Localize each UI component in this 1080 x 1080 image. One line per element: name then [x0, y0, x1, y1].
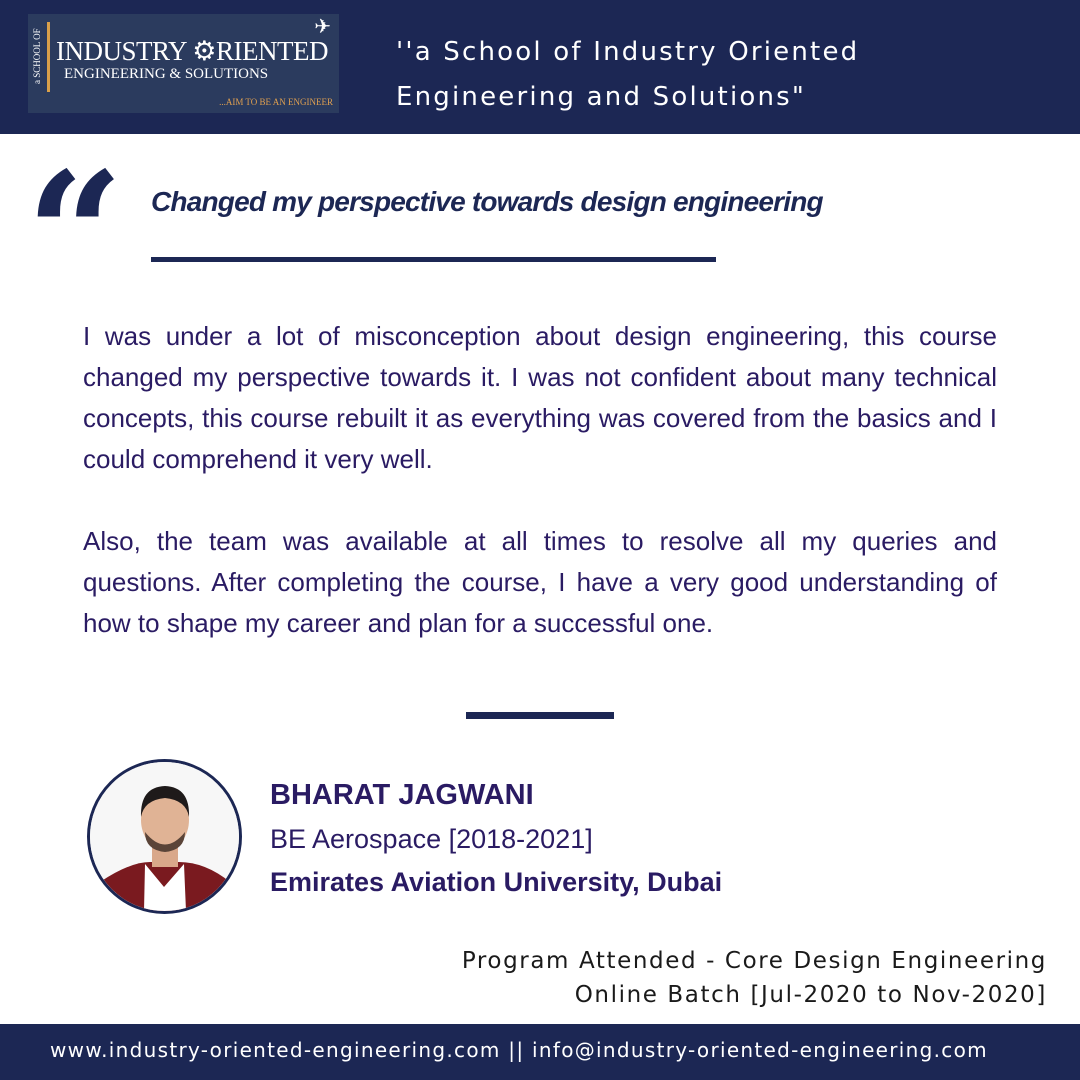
person-university: Emirates Aviation University, Dubai: [270, 867, 723, 897]
program-info: Program Attended - Core Design Engineeri…: [462, 944, 1047, 1012]
tagline-line2: Engineering and Solutions": [396, 82, 807, 112]
quote-icon: “: [26, 135, 124, 335]
person-name: BHARAT JAGWANI: [270, 779, 534, 811]
footer: www.industry-oriented-engineering.com ||…: [0, 1024, 1080, 1080]
logo-line2: ENGINEERING & SOLUTIONS: [64, 66, 269, 82]
paragraph-1: I was under a lot of misconception about…: [83, 321, 997, 474]
logo-line3: ...AIM TO BE AN ENGINEER: [219, 97, 333, 107]
tagline: ''a School of Industry Oriented Engineer…: [396, 30, 859, 120]
header: a SCHOOL OF ✈ INDUSTRY ⚙RIENTED ENGINEER…: [0, 0, 1080, 134]
divider: [151, 257, 716, 262]
tagline-line1: ''a School of Industry Oriented: [396, 37, 860, 67]
paragraph-2: Also, the team was available at all time…: [83, 526, 997, 638]
divider-short: [466, 712, 614, 719]
airplane-icon: ✈: [314, 16, 331, 38]
logo: a SCHOOL OF ✈ INDUSTRY ⚙RIENTED ENGINEER…: [28, 14, 339, 113]
program-line2: Online Batch [Jul-2020 to Nov-2020]: [574, 982, 1047, 1008]
headline: Changed my perspective towards design en…: [151, 186, 824, 217]
logo-line1: INDUSTRY ⚙RIENTED: [56, 36, 328, 66]
avatar: [87, 759, 242, 914]
testimonial-body: I was under a lot of misconception about…: [83, 316, 997, 644]
logo-bar: [47, 22, 50, 92]
logo-side-text: a SCHOOL OF: [32, 28, 42, 84]
program-line1: Program Attended - Core Design Engineeri…: [461, 948, 1047, 974]
person-degree: BE Aerospace [2018-2021]: [270, 824, 593, 854]
